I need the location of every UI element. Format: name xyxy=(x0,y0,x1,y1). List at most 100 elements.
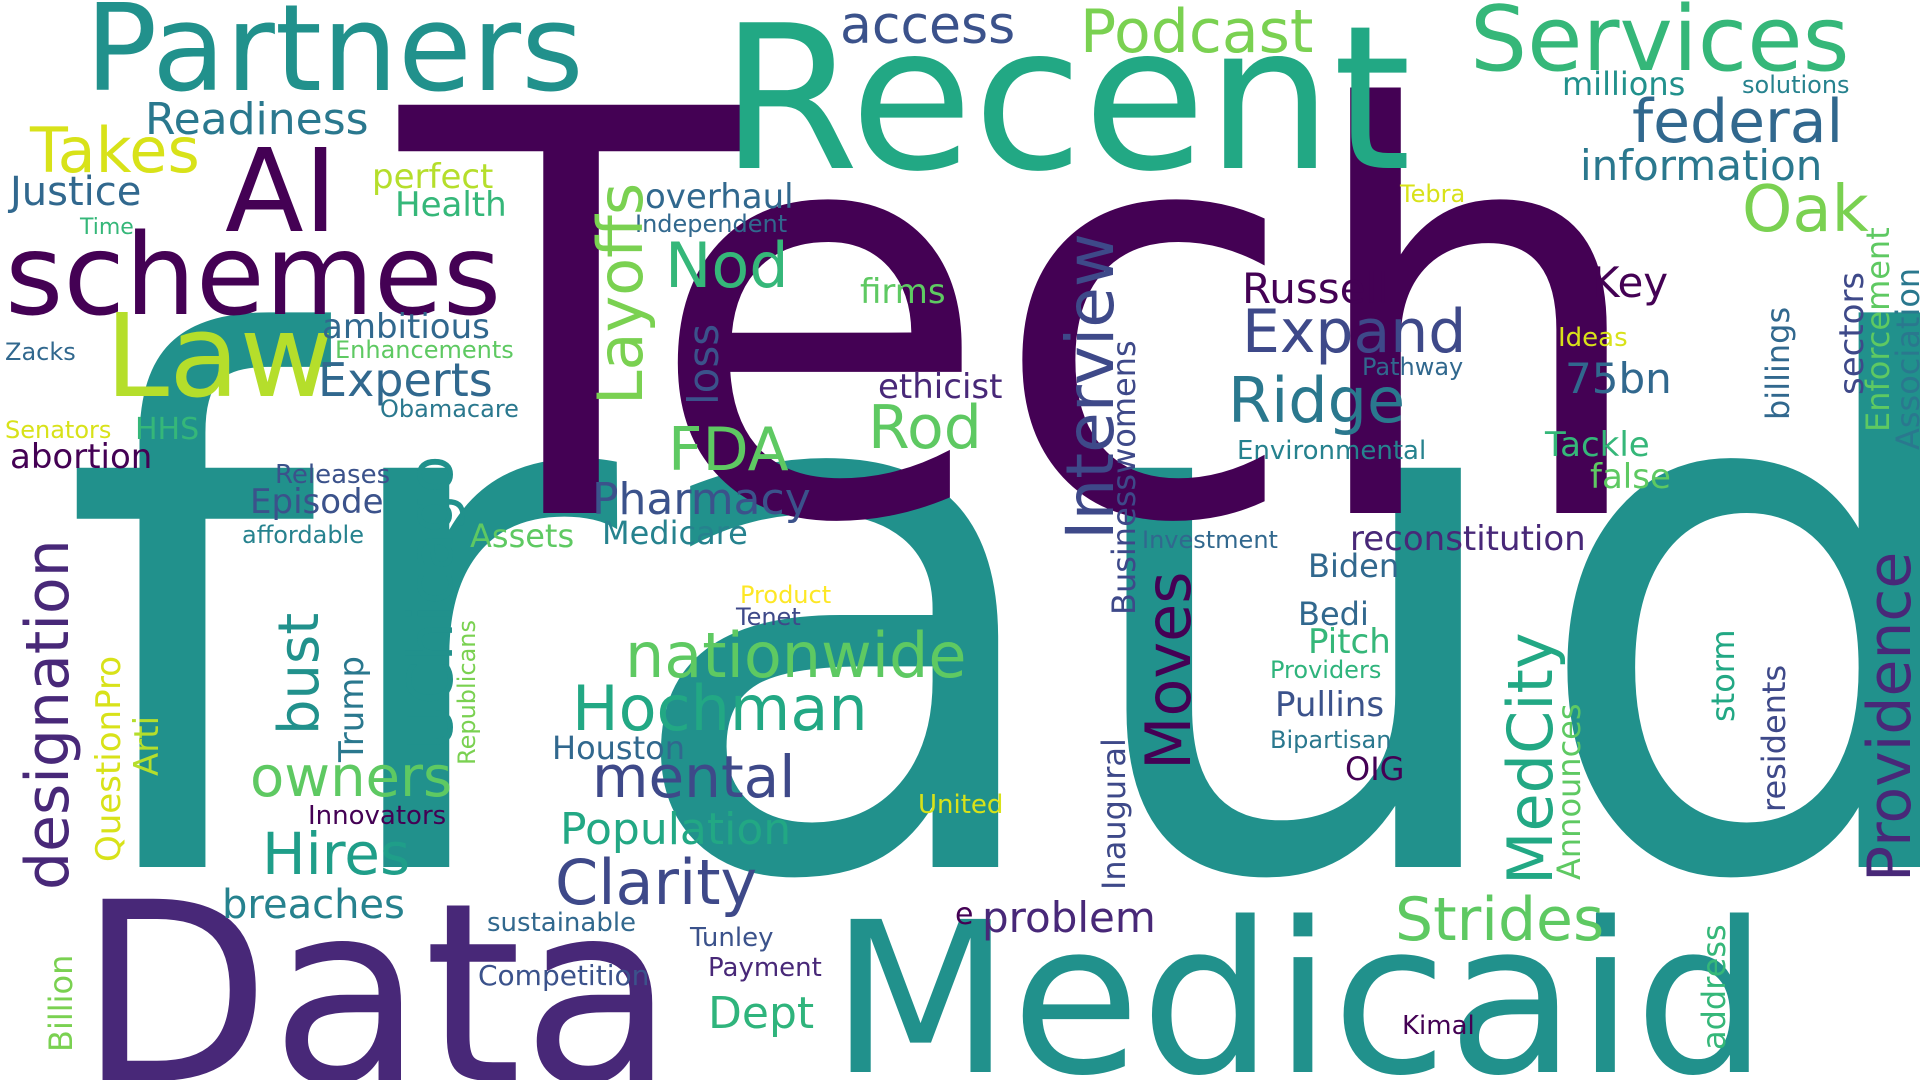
word-pitch: Pitch xyxy=(1308,622,1391,662)
word-republicans: Republicans xyxy=(453,620,481,765)
word-hhs: HHS xyxy=(135,412,200,447)
word-storm: storm xyxy=(1704,629,1742,722)
word-abortion: abortion xyxy=(10,437,153,477)
word-podcast: Podcast xyxy=(1080,0,1314,67)
word-solutions: solutions xyxy=(1742,71,1850,99)
word-false: false xyxy=(1590,457,1671,497)
word-address: address xyxy=(1695,924,1733,1050)
word-announces: Announces xyxy=(1550,703,1588,880)
word-obamacare: Obamacare xyxy=(380,395,519,423)
word-tebra: Tebra xyxy=(1400,180,1466,208)
word-hires: Hires xyxy=(262,820,411,888)
word-payment: Payment xyxy=(708,953,822,983)
word-problem: problem xyxy=(982,893,1156,942)
word-tunley: Tunley xyxy=(690,923,774,953)
word-schemes: schemes xyxy=(5,211,502,341)
word-breaches: breaches xyxy=(222,882,405,928)
word-zacks: Zacks xyxy=(5,338,76,366)
word-partners: Partners xyxy=(85,0,584,119)
word-bipartisan: Bipartisan xyxy=(1270,726,1392,754)
word-nationwide: nationwide xyxy=(625,619,967,692)
word-houston: Houston xyxy=(552,729,685,767)
word-hochman: Hochman xyxy=(572,672,868,745)
word-75bn: 75bn xyxy=(1565,354,1672,403)
word-owners: owners xyxy=(250,745,453,810)
word-nod: Nod xyxy=(665,229,789,302)
word-data: Data xyxy=(78,849,675,1080)
word-firms: firms xyxy=(860,272,946,312)
word-key: Key xyxy=(1592,258,1669,307)
word-layoffs: Layoffs xyxy=(584,182,657,405)
word-moves: Moves xyxy=(1132,571,1205,770)
word-united: United xyxy=(918,790,1004,820)
word-senators: Senators xyxy=(5,416,112,444)
word-bedi: Bedi xyxy=(1298,595,1369,633)
word-federal: federal xyxy=(1632,87,1844,157)
word-time: Time xyxy=(80,215,134,240)
word-sustainable: sustainable xyxy=(487,908,637,938)
word-episode: Episode xyxy=(250,482,384,522)
word-strides: Strides xyxy=(1395,885,1605,955)
word-millions: millions xyxy=(1562,65,1686,103)
word-residents: residents xyxy=(1755,664,1793,812)
word-affordable: affordable xyxy=(242,521,364,549)
word-releases: Releases xyxy=(275,460,391,490)
word-product: Product xyxy=(740,581,832,609)
word-ideas: Ideas xyxy=(1558,323,1628,353)
word-arti: Arti xyxy=(127,715,167,776)
word-billion: Billion xyxy=(42,954,80,1052)
word-takes: Takes xyxy=(30,114,200,187)
word-services: Services xyxy=(1470,0,1850,92)
word-kimal: Kimal xyxy=(1402,1011,1475,1041)
word-pullins: Pullins xyxy=(1275,685,1385,725)
word-independent: Independent xyxy=(635,210,788,238)
word-experts: Experts xyxy=(318,353,493,407)
word-oak: Oak xyxy=(1742,173,1869,247)
word-ai: AI xyxy=(225,125,338,259)
word-loss: loss xyxy=(679,323,728,405)
word-recent: Recent xyxy=(720,0,1412,216)
word-mental: mental xyxy=(592,743,796,811)
word-providence: Providence xyxy=(1855,551,1920,882)
word-justice: Justice xyxy=(10,169,142,215)
word-bust: bust xyxy=(267,612,332,735)
word-expand: Expand xyxy=(1242,297,1467,367)
word-law: Law xyxy=(105,290,334,424)
word-ridge: Ridge xyxy=(1228,364,1406,437)
word-ambitious: ambitious xyxy=(322,307,490,347)
word-oig: OIG xyxy=(1345,750,1405,788)
word-investment: Investment xyxy=(1142,526,1278,554)
word-perfect: perfect xyxy=(372,157,494,197)
word-dept: Dept xyxy=(708,988,815,1039)
word-access: access xyxy=(840,0,1016,56)
word-environmental: Environmental xyxy=(1237,436,1427,466)
word-designation: designation xyxy=(13,539,83,890)
word-overhaul: overhaul xyxy=(645,177,794,217)
word-association: Association xyxy=(1889,267,1920,450)
word-inaugural: Inaugural xyxy=(1095,738,1133,890)
word-fda: FDA xyxy=(668,415,789,485)
word-innovators: Innovators xyxy=(308,801,447,831)
word-competition: Competition xyxy=(478,959,650,992)
word-information: information xyxy=(1580,141,1823,190)
word-ethicist: ethicist xyxy=(878,367,1003,407)
word-medicaid: Medicaid xyxy=(830,877,1768,1080)
word-e: e xyxy=(955,897,974,932)
word-biden: Biden xyxy=(1308,547,1400,585)
word-tackle: Tackle xyxy=(1545,425,1650,465)
word-medicare: Medicare xyxy=(602,514,748,552)
word-pharmacy: Pharmacy xyxy=(592,474,811,525)
word-health: Health xyxy=(395,185,507,225)
word-questionpro: QuestionPro xyxy=(89,655,129,862)
word-pathway: Pathway xyxy=(1362,353,1464,381)
word-rod: Rod xyxy=(868,393,982,463)
word-enhancements: Enhancements xyxy=(335,336,514,364)
word-population: Population xyxy=(560,804,792,855)
word-providers: Providers xyxy=(1270,656,1382,684)
word-readiness: Readiness xyxy=(145,94,369,145)
word-russell: Russell xyxy=(1242,264,1389,313)
word-fraud: fraud xyxy=(60,190,1920,1040)
word-assets: Assets xyxy=(470,517,575,555)
word-tenet: Tenet xyxy=(736,603,801,631)
